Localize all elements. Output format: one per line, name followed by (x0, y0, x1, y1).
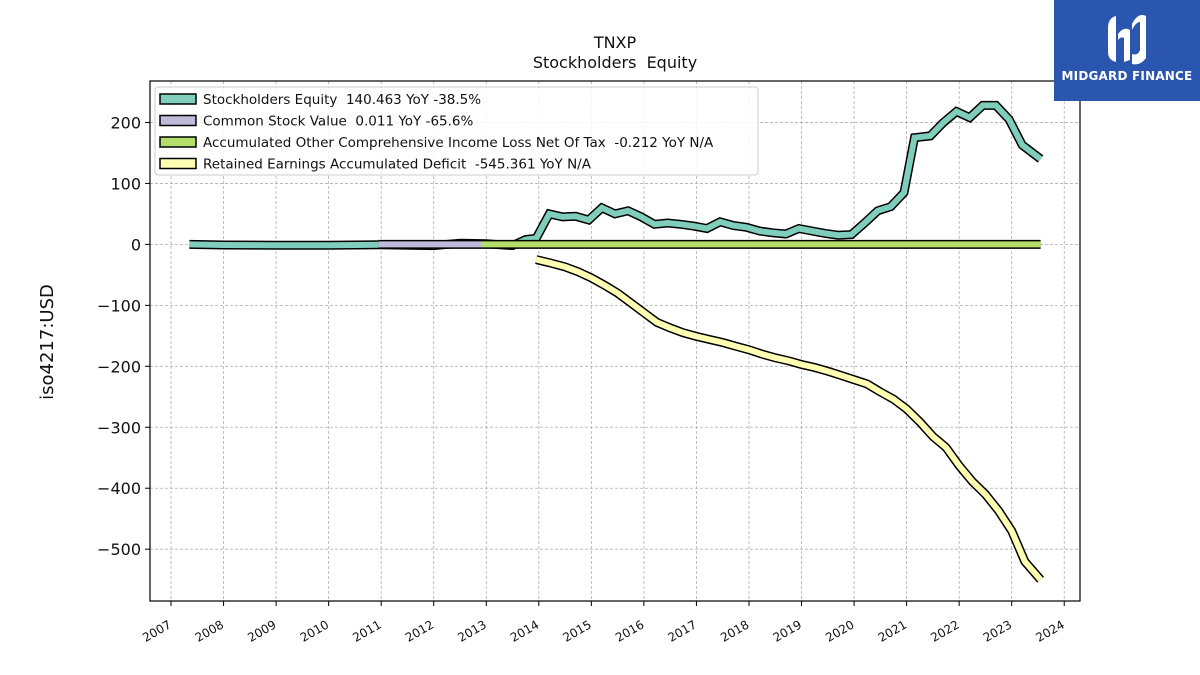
x-tick-label: 2017 (666, 617, 699, 644)
legend-swatch (159, 93, 197, 105)
legend-item: Retained Earnings Accumulated Deficit -5… (159, 157, 592, 173)
x-tick-label: 2014 (508, 617, 541, 644)
midgard-logo-icon (1108, 15, 1146, 65)
legend-swatch (159, 114, 197, 127)
brand-name: MIDGARD FINANCE (1061, 69, 1193, 83)
legend-swatch (159, 136, 197, 148)
x-tick-label: 2010 (298, 617, 331, 644)
x-tick-label: 2024 (1033, 617, 1066, 644)
chart-subtitle: Stockholders Equity (533, 53, 697, 72)
x-tick-label: 2023 (981, 617, 1014, 644)
chart-title: TNXP (593, 33, 637, 52)
x-tick-label: 2009 (245, 617, 278, 644)
x-tick-label: 2016 (613, 617, 646, 644)
y-tick-label: −100 (97, 296, 141, 315)
legend-box (154, 86, 759, 176)
y-tick-label: −500 (97, 540, 141, 559)
x-tick-label: 2015 (560, 617, 593, 644)
legend-label: Accumulated Other Comprehensive Income L… (203, 135, 714, 151)
series-layer (189, 100, 1045, 583)
y-tick-label: −400 (97, 479, 141, 498)
y-tick-label: 0 (131, 235, 141, 254)
legend-label: Common Stock Value 0.011 YoY -65.6% (203, 114, 474, 130)
y-tick-label: −300 (97, 418, 141, 437)
x-tick-label: 2021 (876, 617, 909, 644)
y-tick-label: −200 (97, 357, 141, 376)
y-axis-label: iso4217:USD (37, 284, 58, 400)
series-outline (535, 255, 1045, 583)
x-tick-label: 2022 (928, 617, 961, 644)
series-path (535, 256, 1043, 582)
legend-item: Common Stock Value 0.011 YoY -65.6% (159, 114, 474, 130)
brand-logo: MIDGARD FINANCE (1054, 0, 1200, 101)
x-tick-label: 2020 (823, 617, 856, 644)
legend-label: Retained Earnings Accumulated Deficit -5… (203, 157, 592, 173)
x-tick-label: 2007 (140, 617, 173, 644)
legend-item: Accumulated Other Comprehensive Income L… (159, 135, 714, 151)
series-line (535, 255, 1045, 583)
legend-item: Stockholders Equity 140.463 YoY -38.5% (159, 92, 481, 108)
x-tick-label: 2019 (771, 617, 804, 644)
plot-frame (149, 80, 1081, 602)
x-tick-label: 2013 (455, 617, 488, 644)
y-tick-label: 100 (110, 174, 141, 193)
x-tick-label: 2012 (403, 617, 436, 644)
x-tick-label: 2011 (350, 617, 383, 644)
y-axis: 200 100 0 −100 −200 −300 −400 −500 (97, 113, 150, 559)
legend-swatch (159, 157, 197, 170)
legend-label: Stockholders Equity 140.463 YoY -38.5% (203, 92, 481, 108)
x-axis: 2007 2008 2009 2010 2011 2012 2013 2014 2015 2016… (140, 601, 1067, 645)
legend: Stockholders Equity 140.463 YoY -38.5% Co… (154, 86, 759, 176)
x-tick-label: 2008 (193, 617, 226, 644)
y-tick-label: 200 (110, 113, 141, 132)
x-tick-label: 2018 (718, 617, 751, 644)
